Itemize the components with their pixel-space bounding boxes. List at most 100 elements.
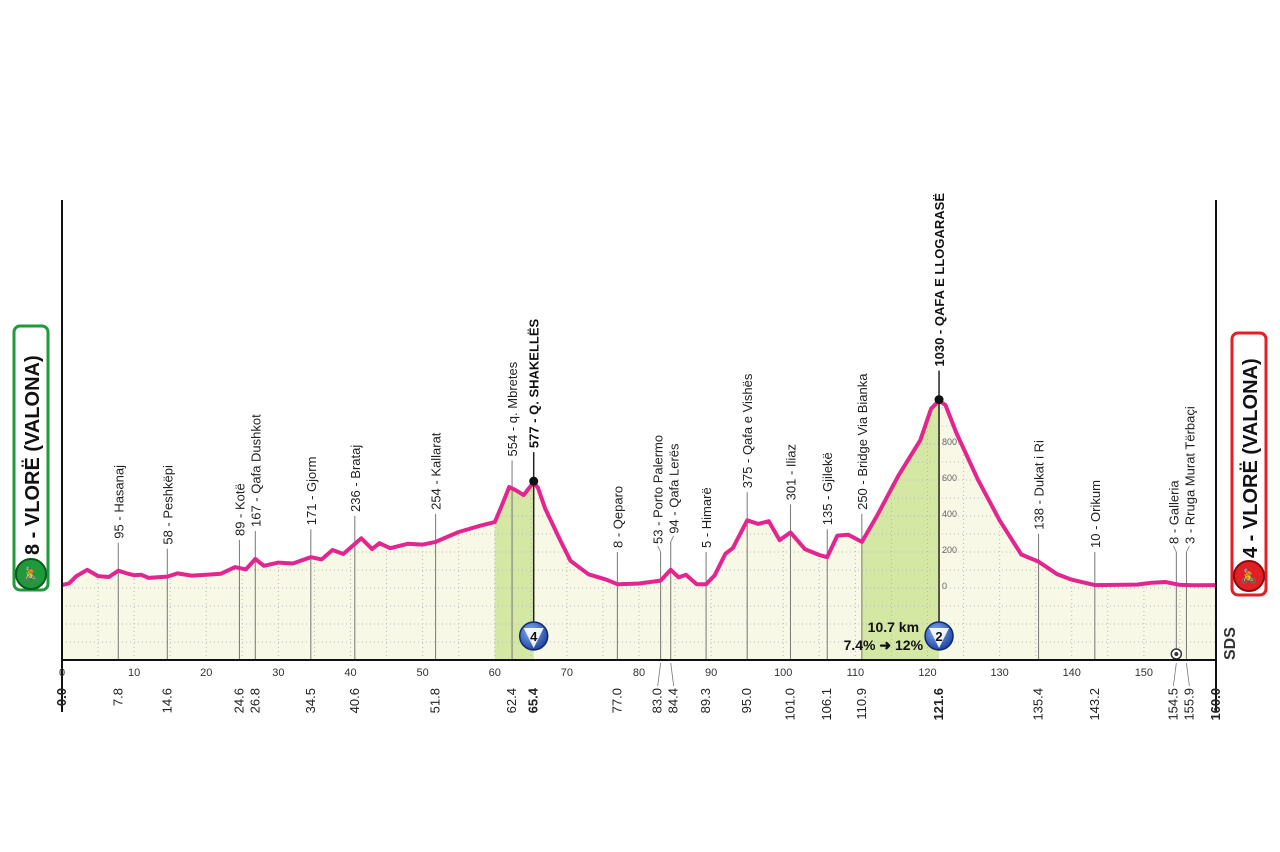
waypoint-label: 3 - Rruga Murat Tërbaçi <box>1182 406 1197 544</box>
waypoint-km-label: 40.6 <box>347 688 362 713</box>
start-bike-icon <box>15 558 47 590</box>
waypoint-km-label: 7.8 <box>110 688 125 706</box>
waypoint-labels: 95 - Hasanaj 58 - Peshkëpi 89 - Kotë 167 - … <box>111 193 1197 660</box>
waypoint-km-label: 24.6 <box>231 688 246 713</box>
elevation-tick-label: 600 <box>942 473 957 483</box>
distance-tick-label: 140 <box>1063 667 1081 679</box>
climb-category-label: 4 <box>530 629 538 644</box>
start-label: 8 - VLORË (VALONA) <box>21 355 44 555</box>
label-leader-line <box>1173 545 1177 553</box>
waypoint-label: 8 - Galleria <box>1166 480 1181 544</box>
distance-tick-label: 60 <box>489 667 501 679</box>
waypoint-label: 577 - Q. SHAKELLËS <box>527 319 542 449</box>
waypoint-km-label: 0.0 <box>54 688 69 706</box>
waypoint-km-label: 121.6 <box>931 688 946 721</box>
svg-text:🚴: 🚴 <box>1240 568 1257 585</box>
waypoint-label: 89 - Kotë <box>232 483 247 536</box>
waypoint-km-label: 51.8 <box>428 688 443 713</box>
waypoint-km-label: 83.0 <box>650 688 665 713</box>
waypoint-label: 301 - Iliaz <box>783 444 798 500</box>
finish-label: 4 - VLORË (VALONA) <box>1239 358 1262 558</box>
elevation-tick-label: 800 <box>942 437 957 447</box>
climb-fill <box>494 482 534 660</box>
elevation-scale: 0 200 400 600 800 <box>942 437 957 591</box>
km-leader-line <box>670 662 675 687</box>
label-leader-line <box>670 535 675 542</box>
waypoint-label: 375 - Qafa e Vishës <box>740 373 755 488</box>
waypoint-km-label: 77.0 <box>609 688 624 713</box>
distance-tick-label: 70 <box>561 667 573 679</box>
climb-length-label: 10.7 km <box>868 619 919 635</box>
waypoint-km-label: 110.9 <box>854 688 869 720</box>
waypoint-km-label: 95.0 <box>739 688 754 713</box>
waypoint-label: 254 - Kallarat <box>429 432 444 510</box>
profile-line <box>61 398 1217 588</box>
distance-tick-label: 110 <box>847 667 865 679</box>
distance-tick-label: 50 <box>417 667 429 679</box>
distance-tick-label: 20 <box>200 667 212 679</box>
waypoint-label: 250 - Bridge Via Bianka <box>855 373 870 510</box>
waypoint-km-label: 89.3 <box>698 688 713 713</box>
elevation-line <box>61 398 1217 588</box>
svg-text:🚴: 🚴 <box>22 566 39 583</box>
start-badge: 8 - VLORË (VALONA) 🚴 <box>12 324 50 592</box>
waypoint-km-label: 26.8 <box>247 688 262 713</box>
km-leader-line <box>1186 662 1190 687</box>
finish-bike-icon <box>1233 560 1265 592</box>
waypoint-label: 135 - Gjilekë <box>820 452 835 525</box>
waypoint-km-label: 143.2 <box>1087 688 1102 721</box>
waypoint-km-label: 155.9 <box>1181 688 1196 721</box>
waypoint-label: 94 - Qafa Lerës <box>667 443 682 534</box>
finish-badge: 4 - VLORË (VALONA) 🚴 <box>1230 331 1268 597</box>
km-leader-line <box>1172 662 1177 687</box>
waypoint-label: 554 - q. Mbretes <box>505 361 520 456</box>
waypoint-label: 8 - Qeparo <box>610 486 625 548</box>
waypoint-label: 138 - Dukat i Ri <box>1032 440 1047 530</box>
waypoint-km-label: 34.5 <box>303 688 318 713</box>
distance-tick-label: 120 <box>918 667 936 679</box>
waypoint-km-label: 101.0 <box>782 688 797 721</box>
waypoint-label: 95 - Hasanaj <box>111 465 126 539</box>
climb-gradient-label: 7.4% ➜ 12% <box>844 637 924 653</box>
waypoint-label: 53 - Porto Palermo <box>651 435 666 544</box>
waypoint-label: 5 - Himarë <box>699 487 714 548</box>
summit-dot <box>529 476 539 486</box>
distance-tick-label: 80 <box>633 667 645 679</box>
waypoint-label: 10 - Orikum <box>1088 480 1103 548</box>
label-leader-line <box>1186 545 1190 553</box>
distance-tick-label: 10 <box>128 667 140 679</box>
elevation-tick-label: 0 <box>942 581 947 591</box>
distance-axis: 0 10 20 30 40 50 60 70 80 90 100 110 120 130 140 1500.0… <box>54 200 1223 721</box>
distance-tick-label: 100 <box>774 667 792 679</box>
waypoint-label: 58 - Peshkëpi <box>160 465 175 545</box>
distance-tick-label: 130 <box>990 667 1008 679</box>
waypoint-km-label: 65.4 <box>526 687 541 713</box>
km-leader-line <box>657 662 662 687</box>
waypoint-km-label: 154.5 <box>1165 688 1180 721</box>
climb-triangle-icon <box>929 628 950 648</box>
sds-watermark: SDS <box>1222 627 1239 660</box>
climb-triangle-icon <box>523 628 544 648</box>
waypoint-km-label: 62.4 <box>504 688 519 713</box>
label-leader-line <box>657 545 661 553</box>
climb-category-label: 2 <box>935 629 942 644</box>
distance-tick-label: 0 <box>59 667 65 679</box>
waypoint-label: 236 - Brataj <box>348 445 363 512</box>
waypoint-km-label: 160.0 <box>1208 688 1223 721</box>
summit-dot <box>934 395 944 405</box>
waypoint-km-label: 135.4 <box>1031 688 1046 721</box>
waypoint-label: 171 - Gjorm <box>304 457 319 526</box>
elevation-tick-label: 200 <box>942 545 957 555</box>
distance-tick-label: 90 <box>705 667 717 679</box>
waypoint-label: 1030 - QAFA E LLOGARASË <box>932 193 947 367</box>
waypoint-km-label: 106.1 <box>819 688 834 721</box>
waypoint-km-label: 84.4 <box>666 688 681 713</box>
tunnel-icon-core <box>1174 652 1179 656</box>
climb-fill <box>861 400 940 660</box>
climb-markers: 4 2 10.7 km 7.4% ➜ 12% <box>518 619 954 653</box>
waypoint-label: 167 - Qafa Dushkot <box>248 414 263 527</box>
distance-tick-label: 30 <box>272 667 284 679</box>
distance-tick-label: 150 <box>1135 667 1153 679</box>
waypoint-km-label: 14.6 <box>159 688 174 713</box>
